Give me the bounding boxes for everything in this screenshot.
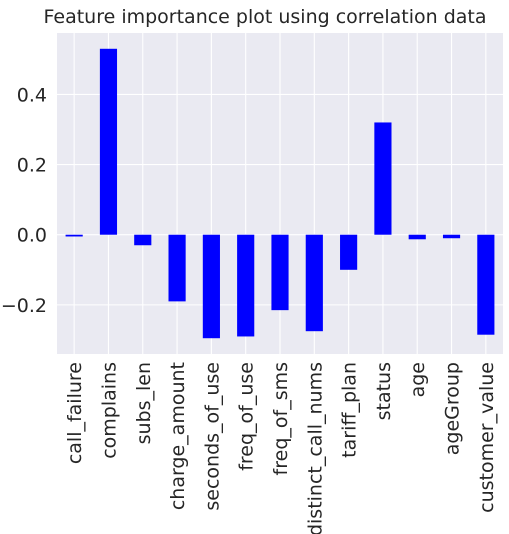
bar-tariff-plan (340, 234, 358, 270)
y-tick-label: 0.0 (17, 225, 47, 247)
x-tick-label: distinct_call_nums (304, 362, 326, 534)
y-tick-label: 0.2 (17, 155, 47, 177)
bar-seconds-of-use (202, 234, 220, 339)
x-tick-label: charge_amount (167, 362, 189, 510)
x-tick-label: complains (98, 362, 120, 459)
bar-status (374, 122, 392, 235)
bars (65, 48, 495, 339)
bar-freq-of-use (237, 234, 255, 337)
bar-charge-amount (168, 234, 186, 302)
x-tick-label: customer_value (476, 362, 498, 513)
bar-complains (99, 48, 118, 235)
y-tick-label: −0.2 (1, 295, 47, 317)
x-tick-label: tariff_plan (339, 362, 361, 458)
chart-title: Feature importance plot using correlatio… (43, 6, 486, 28)
x-tick-labels: call_failure complains subs_len charge_amou… (64, 362, 498, 534)
bar-distinct-call-nums (305, 234, 323, 332)
bar-age (408, 234, 426, 240)
x-tick-label: call_failure (64, 362, 86, 464)
x-tick-label: freq_of_use (236, 362, 258, 471)
y-tick-label: 0.4 (17, 84, 47, 106)
bar-freq-of-sms (271, 234, 289, 311)
y-tick-labels: −0.2 0.0 0.2 0.4 (1, 84, 47, 316)
x-tick-label: freq_of_sms (270, 362, 292, 475)
bar-call-failure (65, 234, 83, 237)
x-tick-label: status (373, 362, 395, 420)
x-tick-label: age (407, 362, 429, 397)
x-tick-label: subs_len (133, 362, 155, 444)
x-tick-label: ageGroup (442, 362, 464, 455)
bar-subs-len (134, 234, 152, 246)
bar-customer-value (477, 234, 495, 335)
x-tick-label: seconds_of_use (201, 362, 223, 511)
bar-agegroup (442, 234, 461, 239)
